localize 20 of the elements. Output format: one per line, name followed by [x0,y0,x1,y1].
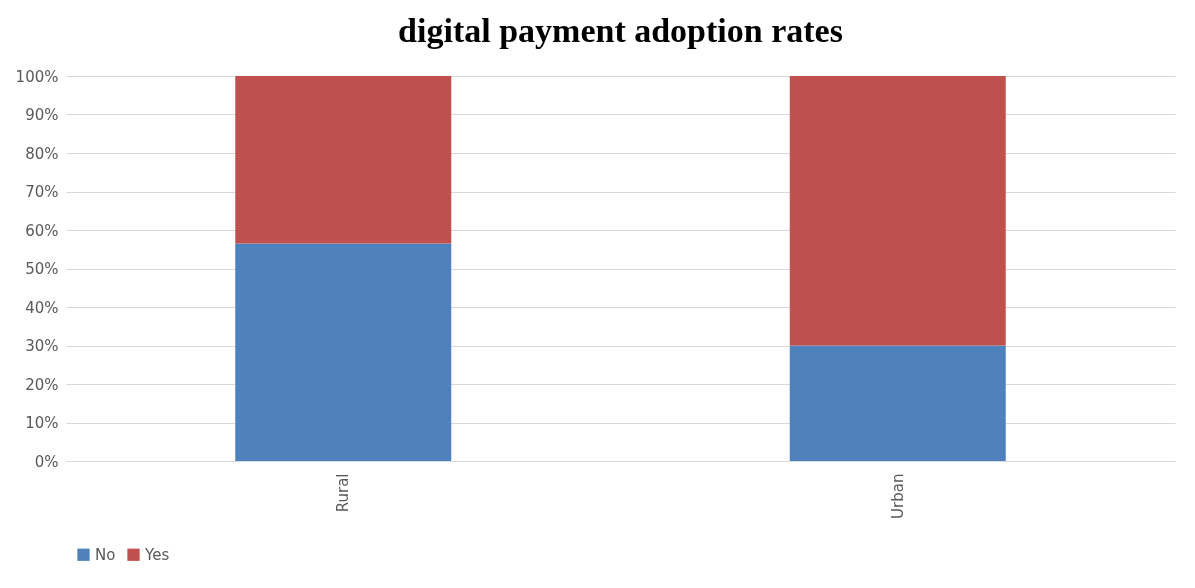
bar [235,76,452,244]
y-tick-label: 10% [25,414,59,432]
y-tick-label: 60% [25,221,59,240]
y-tick-label: 50% [25,260,59,278]
x-tick-label: Rural [334,473,353,513]
legend-label: Yes [144,545,170,564]
chart-title: digital payment adoption rates [398,12,843,49]
y-tick-label: 100% [15,67,59,86]
bar [789,345,1006,461]
y-tick-label: 90% [25,106,59,124]
y-tick-label: 20% [25,375,59,394]
y-tick-label: 0% [34,452,59,471]
bar [789,76,1006,346]
legend-label: No [95,545,116,564]
y-tick-label: 70% [25,183,59,201]
y-tick-label: 80% [25,144,59,163]
x-tick-label: Urban [888,473,907,519]
bar [235,243,452,461]
y-tick-label: 30% [25,337,59,355]
y-tick-label: 40% [25,298,59,317]
